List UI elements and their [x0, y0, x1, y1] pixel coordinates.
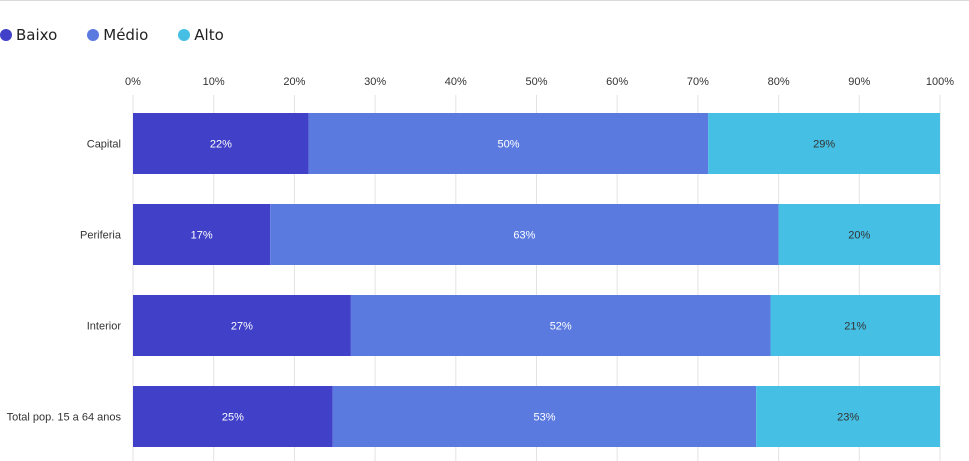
legend-item-alto[interactable]: Alto	[178, 26, 224, 44]
data-label: 27%	[231, 321, 253, 333]
category-label: Interior	[87, 321, 122, 333]
legend-label: Baixo	[16, 26, 58, 44]
x-tick-label: 10%	[203, 76, 225, 88]
legend-item-baixo[interactable]: Baixo	[0, 26, 57, 44]
bar-segment	[308, 113, 709, 174]
data-label: 20%	[848, 230, 870, 242]
legend-dot-medio-icon	[87, 29, 100, 41]
bar-segment	[778, 204, 940, 265]
bar-segment	[708, 113, 940, 174]
bar-segment	[133, 386, 333, 447]
x-tick-label: 80%	[768, 76, 790, 88]
data-label: 21%	[844, 321, 866, 333]
x-tick-label: 30%	[364, 76, 386, 88]
bar-segment	[770, 295, 940, 356]
data-label: 63%	[513, 230, 535, 242]
bar-segment	[332, 386, 757, 447]
bar-segment	[133, 113, 309, 174]
x-tick-label: 40%	[445, 76, 467, 88]
category-label: Total pop. 15 a 64 anos	[7, 412, 122, 424]
x-tick-label: 60%	[606, 76, 628, 88]
legend-dot-alto-icon	[178, 29, 191, 41]
data-label: 52%	[550, 321, 572, 333]
data-label: 23%	[837, 412, 859, 424]
legend: Baixo Médio Alto	[0, 24, 254, 46]
data-label: 25%	[222, 412, 244, 424]
data-label: 53%	[533, 412, 555, 424]
legend-label: Médio	[103, 26, 149, 44]
bar-segment	[133, 204, 271, 265]
data-label: 22%	[210, 139, 232, 151]
bar-segment	[270, 204, 779, 265]
top-divider	[0, 0, 969, 1]
category-label: Periferia	[80, 230, 122, 242]
data-label: 29%	[813, 139, 835, 151]
category-label: Capital	[87, 139, 121, 151]
legend-label: Alto	[194, 26, 224, 44]
x-tick-label: 50%	[525, 76, 547, 88]
data-label: 50%	[498, 139, 520, 151]
legend-dot-baixo-icon	[0, 29, 12, 41]
x-tick-label: 0%	[125, 76, 141, 88]
x-tick-label: 20%	[283, 76, 305, 88]
x-tick-label: 70%	[687, 76, 709, 88]
bar-segment	[350, 295, 771, 356]
bar-segment	[133, 295, 351, 356]
legend-item-medio[interactable]: Médio	[87, 26, 148, 44]
data-label: 17%	[191, 230, 213, 242]
x-tick-label: 90%	[848, 76, 870, 88]
x-tick-label: 100%	[926, 76, 954, 88]
bar-segment	[756, 386, 940, 447]
